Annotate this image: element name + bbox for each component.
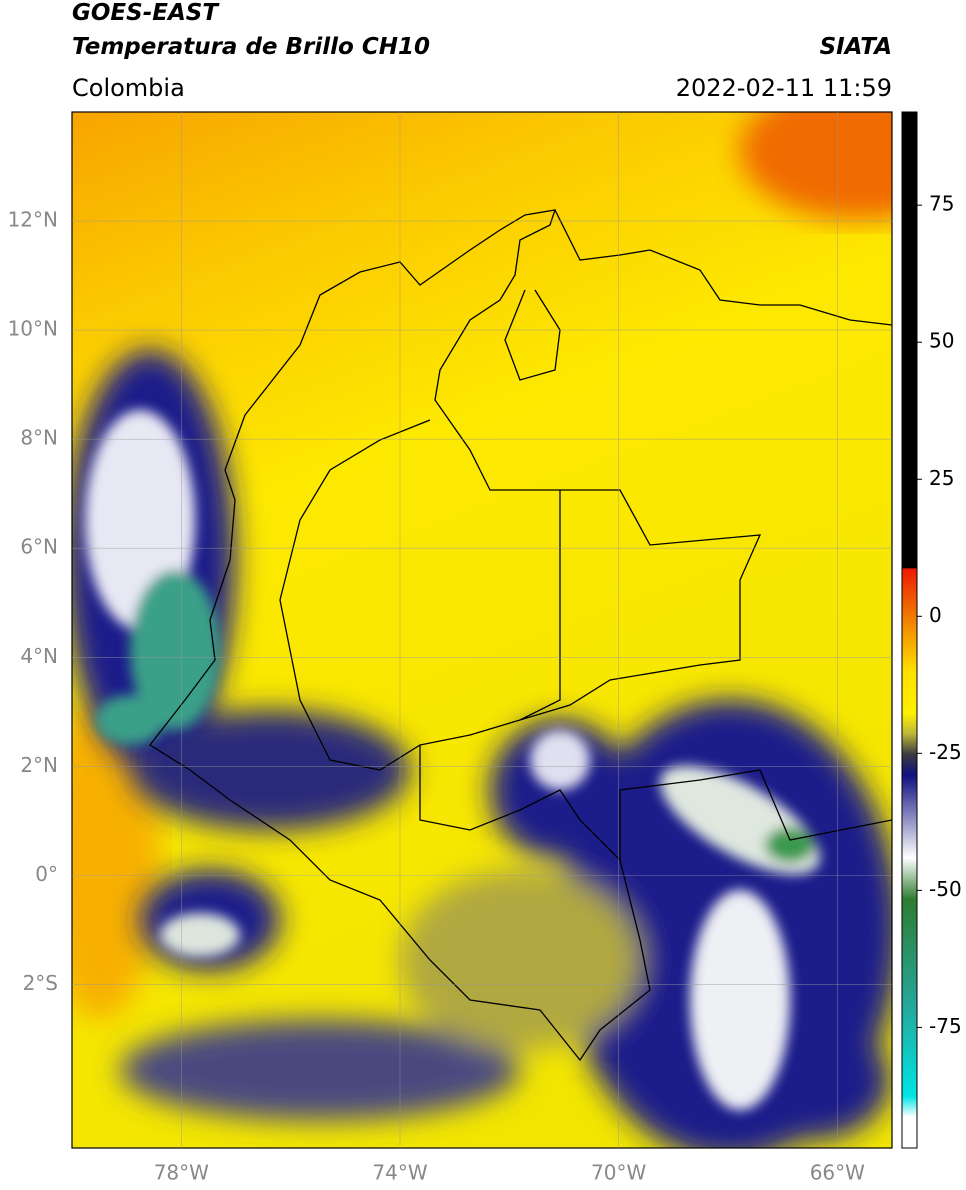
y-tick-label: 10°N	[8, 317, 58, 341]
map-frame	[71, 111, 893, 1149]
timestamp: 2022-02-11 11:59	[676, 74, 892, 102]
y-tick-label: 2°N	[20, 753, 58, 777]
source: SIATA	[820, 34, 892, 60]
colorbar-tick-label: 25	[929, 466, 954, 490]
colorbar-tick-label: 50	[929, 329, 954, 353]
colorbar-tick-label: -75	[929, 1014, 962, 1038]
colorbar-tick-label: 75	[929, 192, 954, 216]
y-tick-label: 12°N	[8, 208, 58, 232]
colorbar-tick-label: -25	[929, 740, 962, 764]
x-tick-label: 78°W	[154, 1161, 209, 1185]
y-tick-label: 6°N	[20, 535, 58, 559]
x-tick-label: 74°W	[372, 1161, 427, 1185]
region: Colombia	[72, 74, 185, 102]
x-tick-label: 70°W	[591, 1161, 646, 1185]
colorbar-tick-label: -50	[929, 877, 962, 901]
y-tick-label: 4°N	[20, 644, 58, 668]
colorbar-tick-label: 0	[929, 603, 942, 627]
y-tick-label: 0°	[35, 862, 58, 886]
x-tick-label: 66°W	[810, 1161, 865, 1185]
y-tick-label: 2°S	[23, 971, 58, 995]
subtitle: Temperatura de Brillo CH10	[72, 34, 430, 60]
map-image	[72, 112, 892, 1148]
title: GOES-EAST	[72, 0, 220, 26]
y-tick-label: 8°N	[20, 426, 58, 450]
colorbar	[901, 111, 918, 1149]
